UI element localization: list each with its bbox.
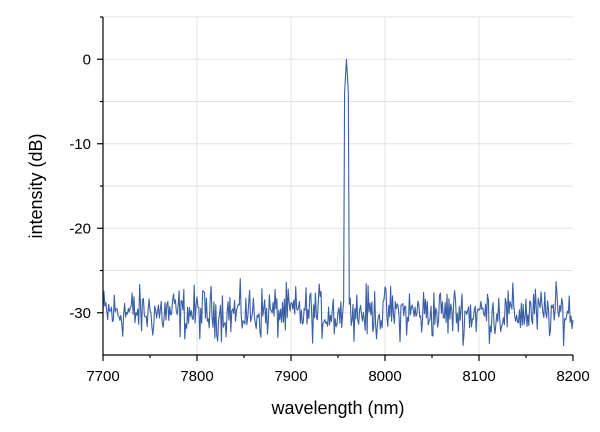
y-tick-label: -20 <box>69 220 91 237</box>
x-tick-label: 7800 <box>180 368 213 385</box>
y-axis-label: intensity (dB) <box>26 133 46 238</box>
y-tick-label: -30 <box>69 305 91 322</box>
ticks: 7700 7800 7900 8000 8100 8200 0 -10 -20 -30 <box>69 16 590 385</box>
grid <box>103 16 573 355</box>
x-tick-label: 7900 <box>274 368 307 385</box>
x-tick-label: 8100 <box>462 368 495 385</box>
y-tick-label: 0 <box>83 51 91 68</box>
x-axis-label: wavelength (nm) <box>270 398 404 418</box>
x-tick-label: 7700 <box>86 368 119 385</box>
spectrum-line <box>102 58 574 347</box>
x-tick-label: 8200 <box>556 368 589 385</box>
x-tick-label: 8000 <box>368 368 401 385</box>
series-layer <box>102 58 574 347</box>
y-tick-label: -10 <box>69 136 91 153</box>
